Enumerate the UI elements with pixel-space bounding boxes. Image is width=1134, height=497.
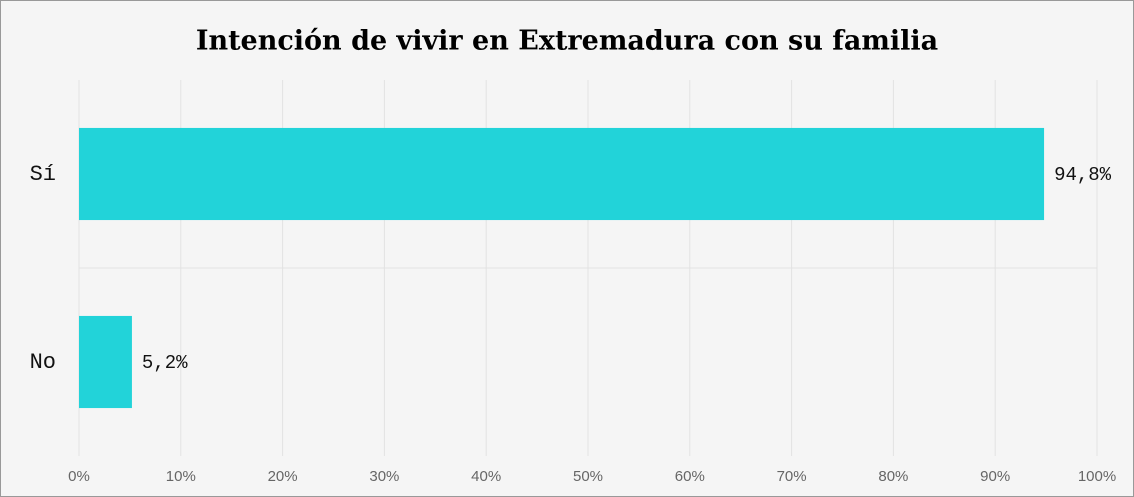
- x-tick-label: 40%: [471, 468, 501, 485]
- x-tick-label: 30%: [369, 468, 399, 485]
- x-tick-label: 10%: [166, 468, 196, 485]
- x-tick-label: 70%: [777, 468, 807, 485]
- value-label: 94,8%: [1054, 164, 1112, 186]
- x-tick-label: 90%: [980, 468, 1010, 485]
- x-tick-label: 100%: [1078, 468, 1116, 485]
- x-tick-label: 0%: [68, 468, 90, 485]
- x-tick-label: 80%: [878, 468, 908, 485]
- bar: [79, 127, 1045, 221]
- y-tick-label: Sí: [30, 162, 56, 187]
- x-tick-label: 50%: [573, 468, 603, 485]
- bar: [79, 315, 132, 409]
- chart-title: Intención de vivir en Extremadura con su…: [196, 26, 938, 57]
- y-tick-label: No: [30, 350, 56, 375]
- value-label: 5,2%: [142, 352, 188, 374]
- x-tick-label: 20%: [268, 468, 298, 485]
- x-tick-label: 60%: [675, 468, 705, 485]
